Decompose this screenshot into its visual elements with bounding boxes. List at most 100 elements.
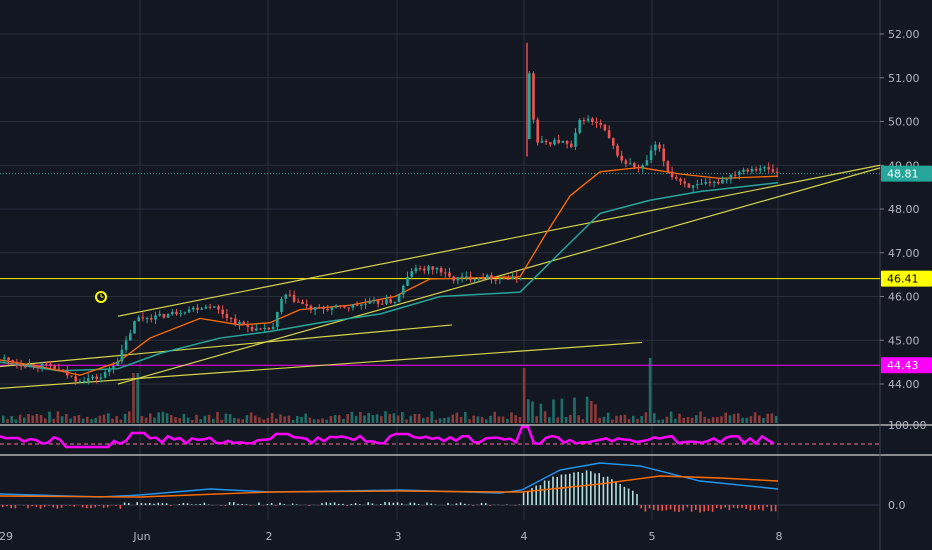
candle-body <box>301 301 304 304</box>
volume-bar <box>535 416 538 423</box>
macd-histogram-bar <box>186 503 189 505</box>
macd-histogram-bar <box>123 502 126 505</box>
trendline[interactable] <box>0 341 643 389</box>
volume-bar <box>602 416 606 423</box>
candle-body <box>288 294 292 296</box>
macd-histogram-bar <box>136 502 138 505</box>
candle-body <box>385 299 388 305</box>
macd-histogram-bar <box>514 505 516 506</box>
candle-body <box>708 182 712 184</box>
volume-bar <box>39 414 43 423</box>
volume-bar <box>249 412 253 423</box>
macd-histogram-bar <box>690 505 693 512</box>
volume-bar <box>573 397 576 423</box>
volume-bar <box>480 417 484 423</box>
candle-body <box>339 305 342 307</box>
candle-body <box>87 378 90 381</box>
volume-bar <box>711 417 715 423</box>
volume-bar <box>556 417 559 423</box>
volume-bar <box>737 413 740 423</box>
volume-bar <box>161 411 165 423</box>
volume-bar <box>2 415 5 423</box>
macd-histogram-bar <box>644 505 647 512</box>
candle-body <box>473 279 476 281</box>
price-badge[interactable]: 44.43 <box>881 357 932 374</box>
volume-bar <box>199 419 202 423</box>
macd-histogram-bar <box>678 505 680 513</box>
candle-body <box>477 277 481 280</box>
volume-bar <box>144 417 148 423</box>
macd-histogram-bar <box>464 503 466 505</box>
macd-histogram-bar <box>233 502 235 505</box>
volume-bar <box>325 419 328 423</box>
volume-bar <box>107 413 110 423</box>
candle-body <box>561 140 565 143</box>
candle-body <box>32 364 35 368</box>
volume-bar <box>401 412 404 423</box>
macd-histogram-bar <box>682 505 684 511</box>
volume-bar <box>766 413 769 423</box>
candle-body <box>544 140 548 143</box>
candle-body <box>15 362 19 364</box>
macd-histogram-bar <box>245 504 248 505</box>
alarm-clock-icon[interactable] <box>95 291 107 303</box>
candle-body <box>775 171 779 173</box>
candle-body <box>691 185 695 188</box>
price-badge-label: 46.41 <box>887 273 919 286</box>
volume-bar <box>254 415 257 423</box>
candle-body <box>57 368 61 370</box>
candle-body <box>532 73 535 120</box>
volume-bar <box>86 416 89 423</box>
macd-histogram-bar <box>128 503 130 505</box>
candle-body <box>82 380 86 382</box>
candle-body <box>427 266 430 271</box>
macd-histogram-bar <box>699 505 701 513</box>
macd-histogram-bar <box>325 502 327 505</box>
candle-body <box>528 73 531 139</box>
macd-histogram-bar <box>191 504 193 505</box>
price-badge[interactable]: 48.81 <box>881 165 932 182</box>
macd-histogram-bar <box>6 505 8 507</box>
candle-body <box>24 366 27 368</box>
candle-body <box>578 119 581 133</box>
candle-body <box>498 278 502 280</box>
volume-bar <box>308 417 312 423</box>
candle-body <box>511 276 514 279</box>
macd-histogram-bar <box>632 490 634 505</box>
volume-bar <box>60 416 64 423</box>
macd-histogram-bar <box>758 505 760 510</box>
volume-bar <box>489 415 492 423</box>
candle-body <box>540 140 544 143</box>
candle-body <box>150 318 153 320</box>
trendline[interactable] <box>0 324 453 368</box>
macd-histogram-bar <box>115 505 117 506</box>
candle-body <box>66 370 69 376</box>
volume-bar <box>501 416 505 423</box>
macd-histogram-bar <box>640 505 642 509</box>
candle-body <box>402 285 405 295</box>
volume-bar <box>128 411 131 423</box>
volume-bar <box>632 415 635 423</box>
candle-body <box>662 148 665 162</box>
volume-bar <box>140 415 144 423</box>
candle-body <box>490 275 493 280</box>
volume-bar <box>581 419 585 423</box>
trendline[interactable] <box>117 167 881 385</box>
volume-bar <box>468 419 471 423</box>
candle-body <box>628 163 632 165</box>
volume-bar <box>682 417 685 423</box>
macd-histogram-bar <box>270 502 273 505</box>
price-badge[interactable]: 46.41 <box>881 270 932 287</box>
trendline[interactable] <box>117 164 881 317</box>
candle-body <box>225 314 229 318</box>
macd-histogram-bar <box>56 505 59 509</box>
macd-histogram-bar <box>409 502 411 505</box>
moving-average-fast <box>0 166 779 376</box>
macd-histogram-bar <box>237 503 239 505</box>
price-axis-label: 47.00 <box>888 247 920 260</box>
time-axis-label: 8 <box>776 530 783 543</box>
candle-body <box>624 160 628 164</box>
candle-body <box>351 304 355 308</box>
macd-axis-label: 0.0 <box>888 499 906 512</box>
